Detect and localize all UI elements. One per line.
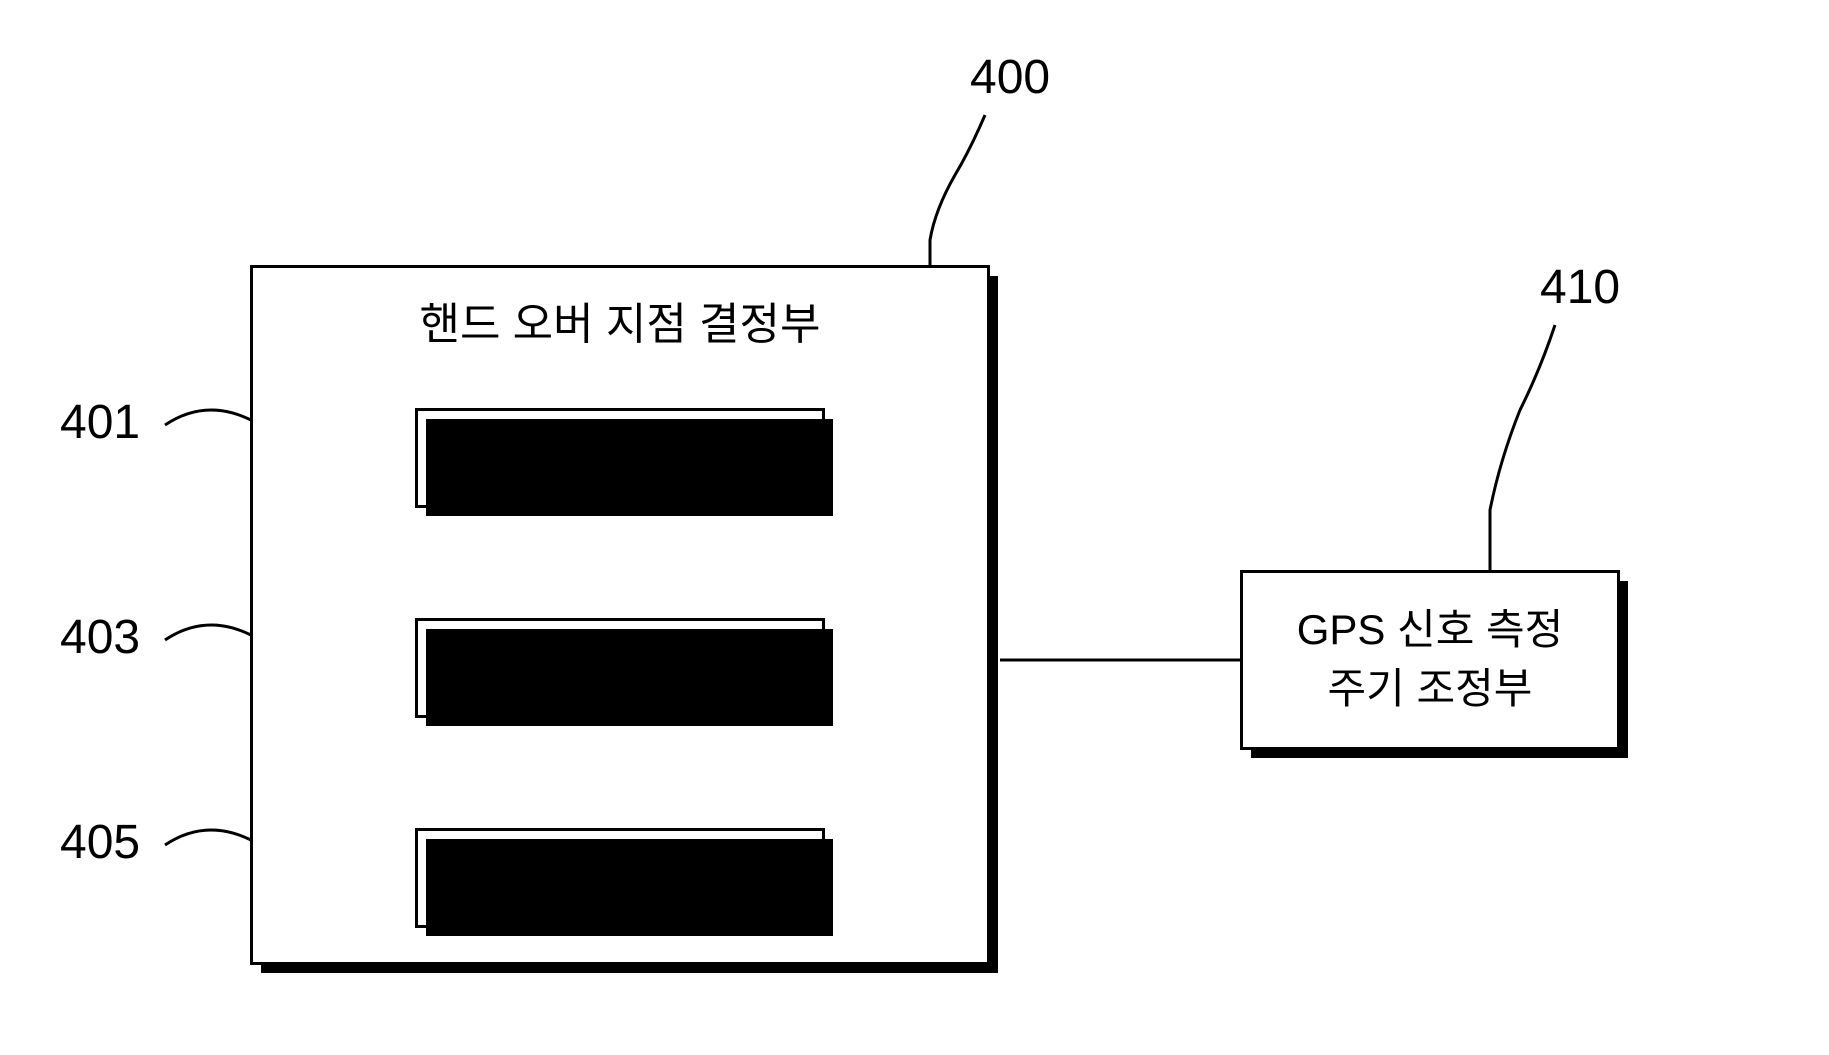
gps-signal-period-adjuster-block: GPS 신호 측정 주기 조정부 bbox=[1240, 570, 1620, 750]
handover-point-determiner-block: 핸드 오버 지점 결정부 위성 선택부 SNR 계산부 제어부 bbox=[250, 265, 990, 965]
block-403-label: SNR 계산부 bbox=[507, 636, 734, 700]
ref-label-405: 405 bbox=[60, 815, 140, 870]
ref-label-401: 401 bbox=[60, 395, 140, 450]
block-401-label: 위성 선택부 bbox=[513, 426, 728, 490]
main-block-title: 핸드 오버 지점 결정부 bbox=[253, 288, 987, 352]
ref-label-410: 410 bbox=[1540, 260, 1620, 315]
block-diagram: 핸드 오버 지점 결정부 위성 선택부 SNR 계산부 제어부 GPS 신호 측… bbox=[0, 0, 1829, 1055]
satellite-selector-block: 위성 선택부 bbox=[415, 408, 825, 508]
block-405-label: 제어부 bbox=[559, 846, 680, 910]
block-410-label: GPS 신호 측정 주기 조정부 bbox=[1297, 601, 1564, 719]
controller-block: 제어부 bbox=[415, 828, 825, 928]
ref-label-403: 403 bbox=[60, 610, 140, 665]
snr-calculator-block: SNR 계산부 bbox=[415, 618, 825, 718]
ref-label-400: 400 bbox=[970, 50, 1050, 105]
